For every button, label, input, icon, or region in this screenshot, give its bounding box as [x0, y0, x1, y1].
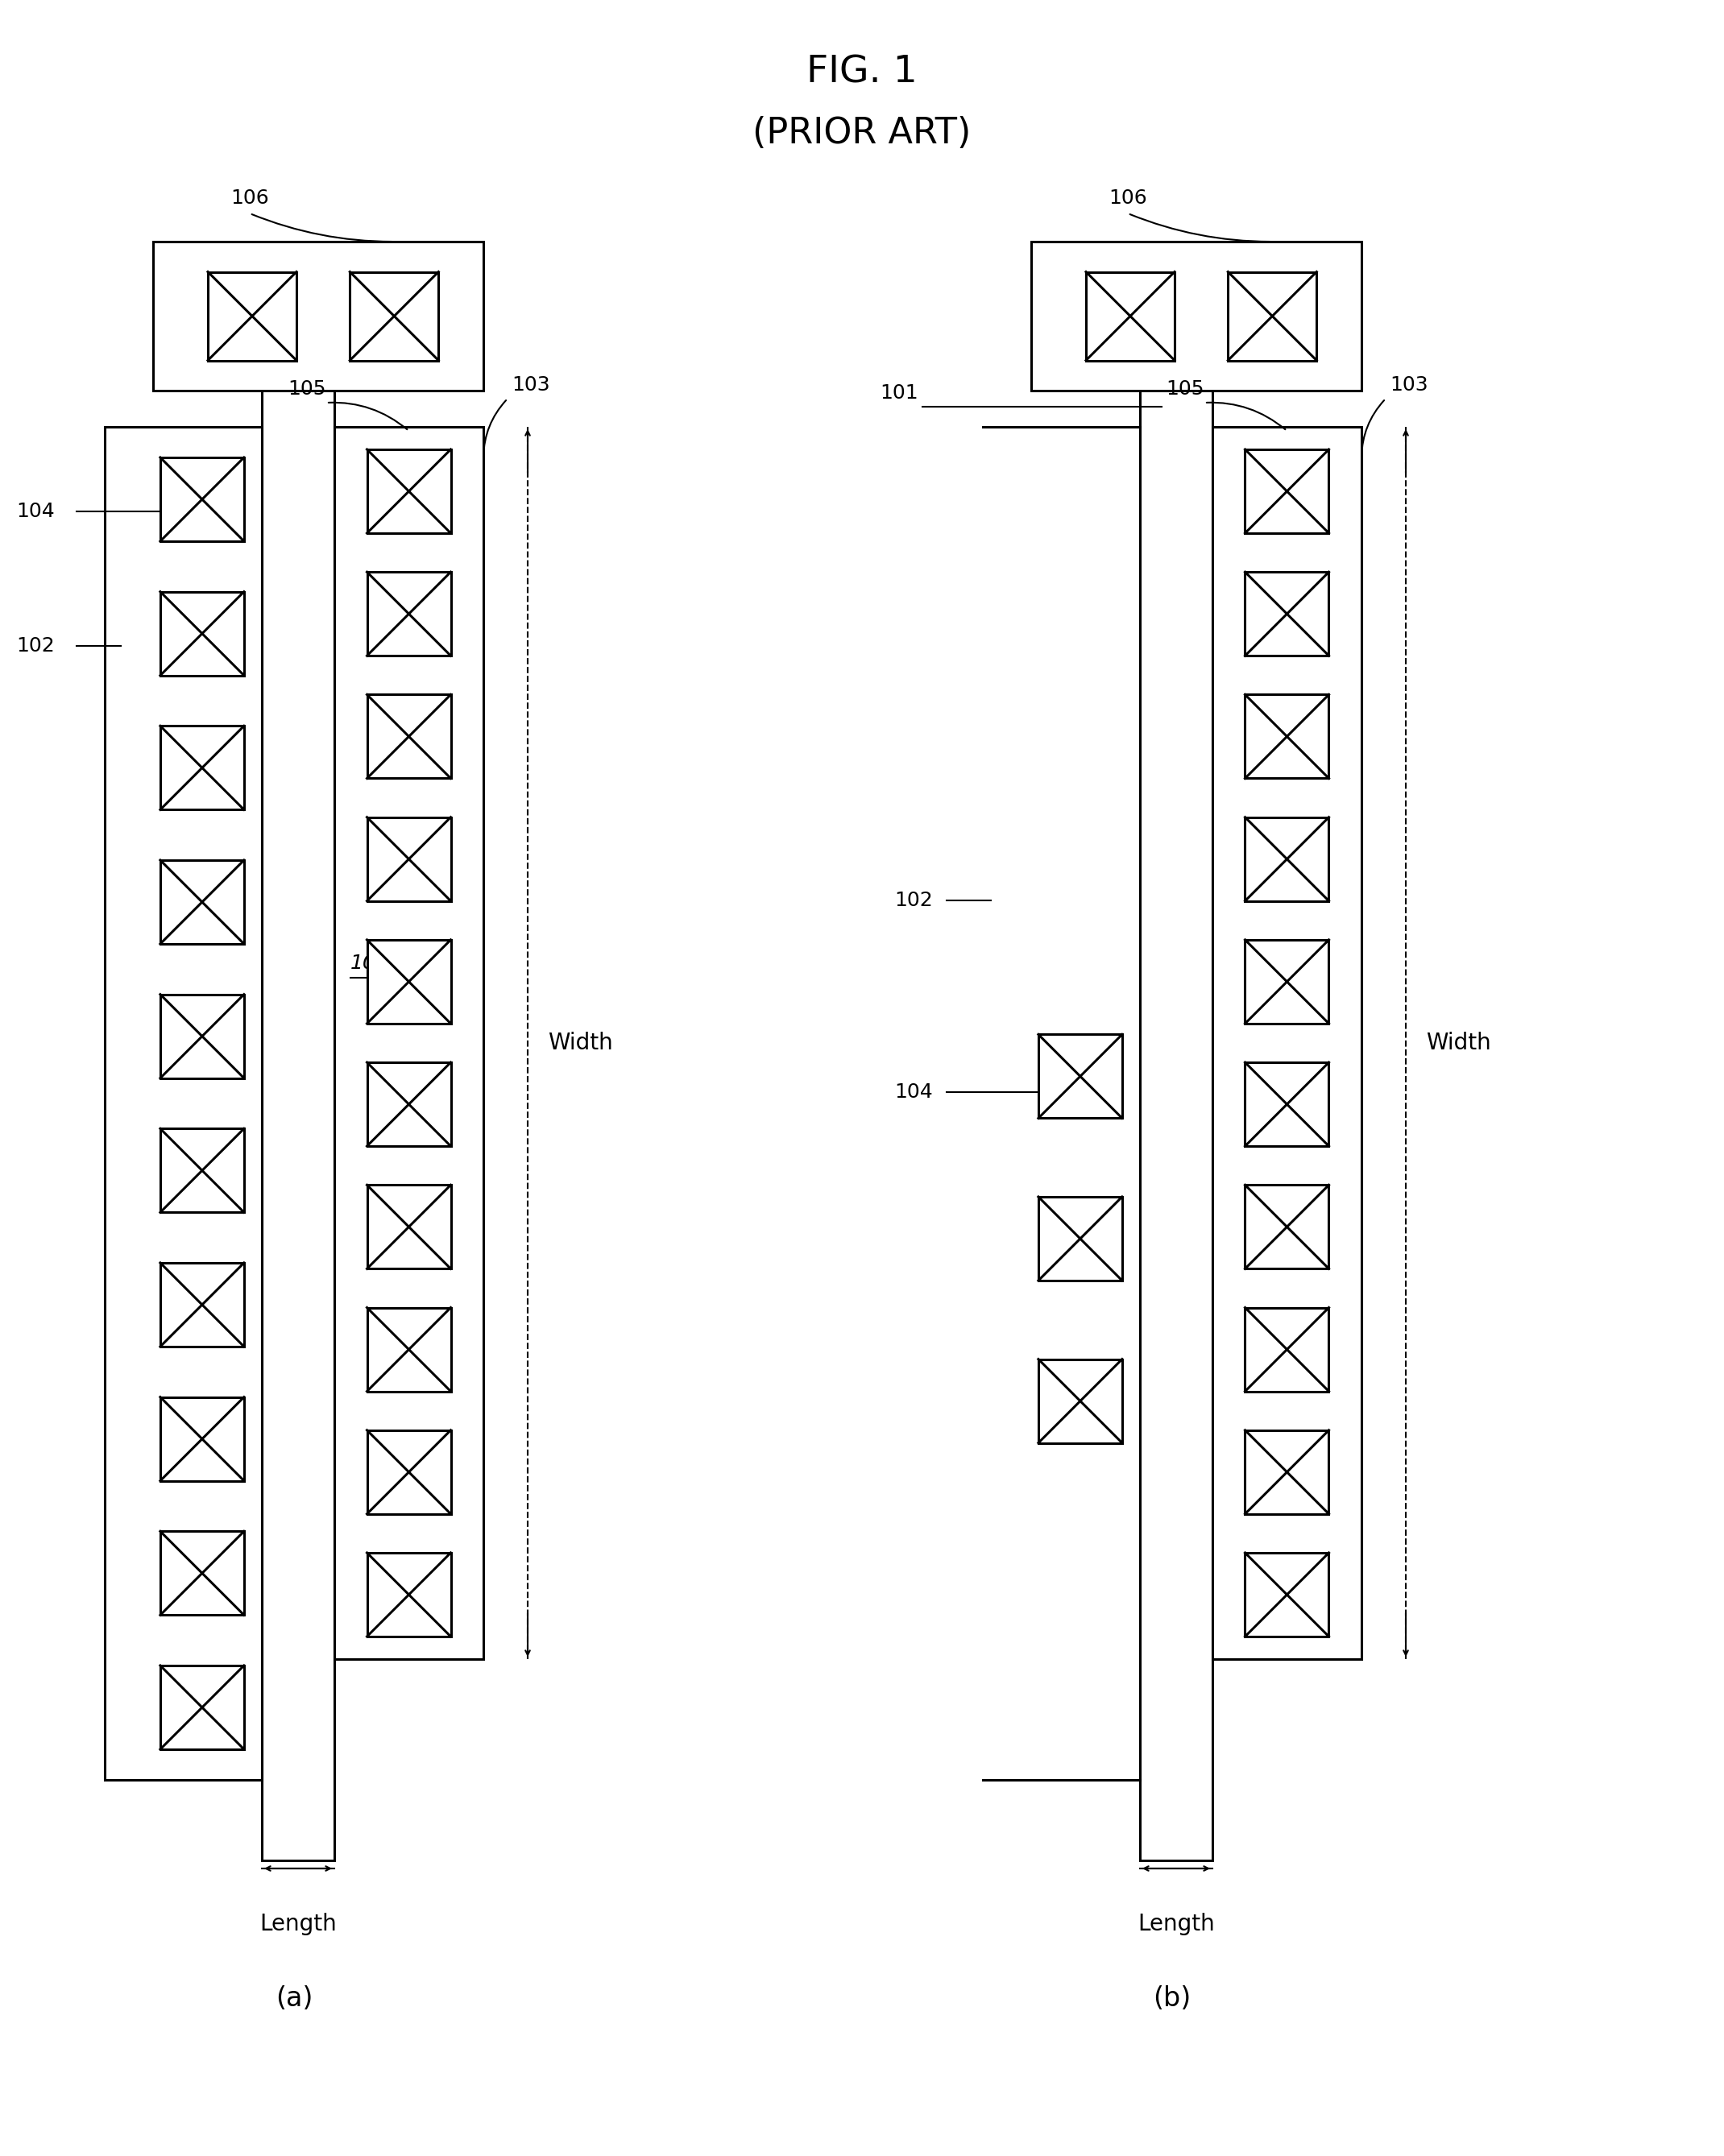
Bar — [1038, 1035, 1122, 1119]
Bar — [1245, 1429, 1329, 1514]
Text: 104: 104 — [16, 502, 55, 522]
Text: 101: 101 — [879, 384, 919, 403]
Bar — [153, 241, 483, 390]
Text: (a): (a) — [276, 1986, 312, 2012]
Bar — [367, 448, 450, 533]
Text: 103: 103 — [1390, 375, 1427, 395]
Text: 103: 103 — [512, 375, 550, 395]
Bar — [1038, 1358, 1122, 1442]
Bar — [1245, 940, 1329, 1024]
Bar — [160, 994, 245, 1078]
Bar — [1031, 241, 1362, 390]
Text: (PRIOR ART): (PRIOR ART) — [753, 116, 971, 151]
Bar — [367, 1186, 450, 1268]
Bar — [367, 571, 450, 655]
Bar — [160, 860, 245, 944]
Text: 101: 101 — [350, 953, 390, 972]
Bar — [350, 272, 438, 360]
Bar — [367, 1429, 450, 1514]
Text: Length: Length — [1138, 1912, 1215, 1936]
Text: Width: Width — [1426, 1033, 1491, 1054]
Bar — [334, 427, 483, 1660]
Text: FIG. 1: FIG. 1 — [807, 54, 917, 91]
Text: 105: 105 — [1165, 379, 1205, 399]
Bar — [1245, 817, 1329, 901]
Bar — [1245, 694, 1329, 778]
Bar — [262, 315, 334, 1861]
Bar — [1245, 1552, 1329, 1636]
Bar — [1086, 272, 1174, 360]
Text: 102: 102 — [16, 636, 55, 655]
Bar — [1227, 272, 1317, 360]
Bar — [1245, 448, 1329, 533]
Bar — [160, 591, 245, 675]
Text: 104: 104 — [895, 1082, 933, 1102]
Bar — [1245, 1063, 1329, 1147]
Bar — [1245, 571, 1329, 655]
Bar — [367, 1307, 450, 1391]
Bar — [1038, 1197, 1122, 1281]
Bar — [160, 1128, 245, 1212]
Bar — [160, 1397, 245, 1481]
Bar — [367, 1552, 450, 1636]
Bar — [209, 272, 297, 360]
Bar — [160, 1531, 245, 1615]
Text: Length: Length — [260, 1912, 336, 1936]
Bar — [367, 817, 450, 901]
Bar — [160, 457, 245, 541]
Bar — [367, 694, 450, 778]
Bar — [1245, 1307, 1329, 1391]
Text: 102: 102 — [895, 890, 933, 910]
Text: 106: 106 — [231, 188, 269, 207]
Bar — [367, 1063, 450, 1147]
Bar — [1245, 1186, 1329, 1268]
Bar — [1212, 427, 1362, 1660]
Bar — [1140, 315, 1212, 1861]
Bar — [160, 727, 245, 811]
Text: 105: 105 — [288, 379, 326, 399]
Bar — [105, 427, 262, 1781]
Text: 106: 106 — [1109, 188, 1146, 207]
Bar — [367, 940, 450, 1024]
Bar — [160, 1263, 245, 1348]
Text: Width: Width — [548, 1033, 612, 1054]
Text: (b): (b) — [1153, 1986, 1191, 2012]
Bar — [160, 1667, 245, 1749]
